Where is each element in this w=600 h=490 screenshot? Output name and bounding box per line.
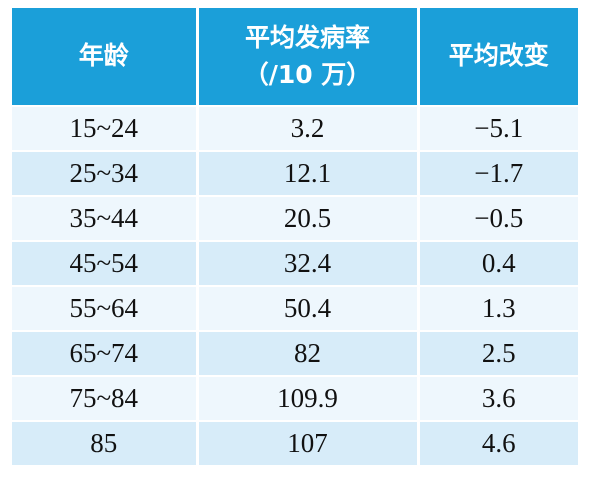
table-cell: 107 [195,420,418,465]
table-cell: −1.7 [416,150,578,196]
table-cell: 3.6 [416,375,578,421]
table-row: 75~84 109.9 3.6 [12,375,578,421]
table-cell: 55~64 [12,285,197,331]
table-cell: 32.4 [195,240,418,286]
table-cell: −5.1 [416,105,578,151]
header-row: 年龄 平均发病率 （/10 万） 平均改变 [12,8,578,106]
table-cell: 0.4 [416,240,578,286]
table-cell: 50.4 [195,285,418,331]
table-row: 45~54 32.4 0.4 [12,240,578,286]
table-cell: 109.9 [195,375,418,421]
header-line: （/10 万） [243,59,372,89]
table-cell: 1.3 [416,285,578,331]
header-cell: 年龄 [12,8,197,106]
table-cell: 20.5 [195,195,418,241]
table-row: 25~34 12.1 −1.7 [12,150,578,196]
table-cell: 15~24 [12,105,197,151]
table-cell: 25~34 [12,150,197,196]
table-cell: 12.1 [195,150,418,196]
table-cell: 75~84 [12,375,197,421]
header-cell: 平均改变 [416,8,578,106]
table-row: 35~44 20.5 −0.5 [12,195,578,241]
table-cell: 2.5 [416,330,578,376]
table-row: 55~64 50.4 1.3 [12,285,578,331]
table-cell: 35~44 [12,195,197,241]
header-line: 平均发病率 [244,23,370,53]
table-body: 15~24 3.2 −5.1 25~34 12.1 −1.7 35~44 20.5 −0.5 45… [12,105,578,465]
table-cell: 4.6 [416,420,578,465]
header-cell: 平均发病率 （/10 万） [195,8,418,106]
data-table: 年龄 平均发病率 （/10 万） 平均改变 15~24 3.2 −5.1 25~34 1… [12,8,578,465]
table-container: 年龄 平均发病率 （/10 万） 平均改变 15~24 3.2 −5.1 25~34 1… [12,8,578,465]
table-cell: 82 [195,330,418,376]
table-row: 85 107 4.6 [12,420,578,465]
table-row: 15~24 3.2 −5.1 [12,105,578,151]
table-cell: 3.2 [195,105,418,151]
table-row: 65~74 82 2.5 [12,330,578,376]
table-cell: 65~74 [12,330,197,376]
table-cell: 85 [12,420,197,465]
table-cell: −0.5 [416,195,578,241]
table-cell: 45~54 [12,240,197,286]
